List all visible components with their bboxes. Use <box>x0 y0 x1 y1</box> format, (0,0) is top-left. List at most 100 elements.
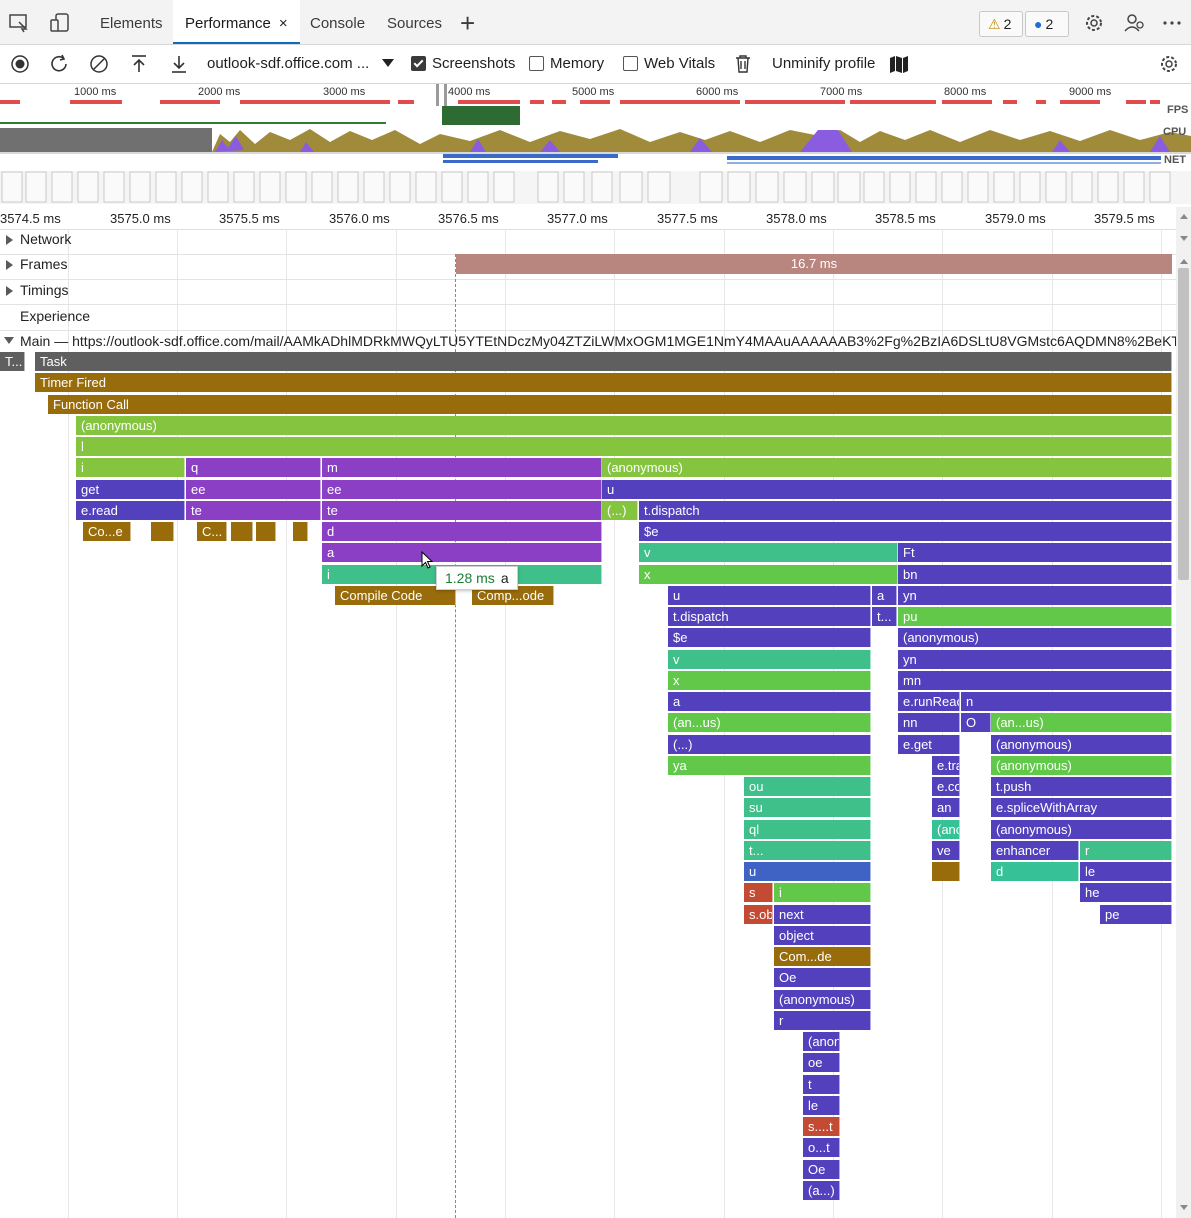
profile-select[interactable]: outlook-sdf.office.com ... <box>207 55 370 72</box>
flame-entry[interactable]: s <box>744 883 773 902</box>
flame-entry[interactable]: t.dispatch <box>668 607 871 626</box>
screenshots-checkbox[interactable] <box>411 56 426 71</box>
messages-badge[interactable]: ● 2 <box>1025 11 1069 37</box>
flame-entry[interactable]: e.trackAndCompute <box>932 756 960 775</box>
collapse-triangle-icon[interactable] <box>4 337 14 344</box>
scroll-down-icon[interactable] <box>1180 236 1188 241</box>
flame-entry[interactable] <box>256 522 276 541</box>
flame-entry[interactable]: pu <box>898 607 1172 626</box>
close-tab-icon[interactable]: × <box>278 15 288 32</box>
flame-entry[interactable]: (anonymous) <box>932 820 960 839</box>
flame-entry[interactable]: Timer Fired <box>35 373 1172 392</box>
timeline-overview[interactable]: 1000 ms 2000 ms 3000 ms 4000 ms 5000 ms … <box>0 84 1191 206</box>
tab-console[interactable]: Console <box>310 0 365 44</box>
expand-triangle-icon[interactable] <box>6 286 13 296</box>
flame-entry[interactable]: nn <box>898 713 960 732</box>
flame-entry[interactable]: enhancer <box>991 841 1079 860</box>
flame-entry[interactable]: e.spliceWithArray <box>991 798 1172 817</box>
flame-entry[interactable]: e.computeValue <box>932 777 960 796</box>
flame-entry[interactable]: n <box>961 692 1172 711</box>
flame-entry[interactable]: t.push <box>991 777 1172 796</box>
expand-triangle-icon[interactable] <box>6 260 13 270</box>
flame-entry[interactable]: (anonymous) <box>898 628 1172 647</box>
web-vitals-checkbox[interactable] <box>623 56 638 71</box>
frames-track[interactable]: Frames 16.7 ms <box>0 254 1176 280</box>
flame-entry[interactable]: s....t <box>803 1117 840 1136</box>
flame-entry[interactable]: a <box>872 586 897 605</box>
download-profile-icon[interactable] <box>168 53 190 75</box>
flame-entry[interactable]: ou <box>744 777 871 796</box>
flame-entry[interactable]: x <box>668 671 871 690</box>
flame-entry[interactable]: yn <box>898 650 1172 669</box>
flame-entry[interactable]: e.get <box>898 735 960 754</box>
memory-checkbox[interactable] <box>529 56 544 71</box>
flame-entry[interactable]: (anonymous) <box>76 416 1172 435</box>
flame-entry[interactable]: $e <box>639 522 1172 541</box>
flame-entry[interactable]: (anonymous) <box>991 756 1172 775</box>
flame-entry[interactable]: Co...e <box>83 522 131 541</box>
flame-entry[interactable]: bn <box>898 565 1172 584</box>
flame-entry[interactable]: d <box>322 522 602 541</box>
flame-entry[interactable]: l <box>76 437 1172 456</box>
customize-profile-icon[interactable] <box>1123 12 1145 34</box>
main-track-header[interactable]: Main — https://outlook-sdf.office.com/ma… <box>0 331 1176 351</box>
flame-entry[interactable]: i <box>774 883 871 902</box>
flame-entry[interactable]: (anonymous) <box>991 820 1172 839</box>
flame-entry[interactable]: mn <box>898 671 1172 690</box>
flame-entry[interactable] <box>231 522 253 541</box>
flame-entry[interactable]: get <box>76 480 185 499</box>
expand-triangle-icon[interactable] <box>6 235 13 245</box>
inspect-element-icon[interactable] <box>8 12 30 34</box>
flame-entry[interactable]: ve <box>932 841 960 860</box>
timings-track[interactable]: Timings <box>0 279 1176 305</box>
flame-entry[interactable]: r <box>774 1011 871 1030</box>
flame-entry[interactable]: ya <box>668 756 871 775</box>
flame-entry[interactable]: r <box>1080 841 1172 860</box>
flame-entry[interactable]: le <box>803 1096 840 1115</box>
flame-entry[interactable]: (anonymous) <box>602 458 1172 477</box>
flame-entry[interactable]: e.read <box>76 501 185 520</box>
tab-sources[interactable]: Sources <box>387 0 442 44</box>
flame-entry[interactable]: Function Call <box>48 395 1172 414</box>
flame-entry[interactable]: s.obse...object <box>744 905 773 924</box>
flame-entry[interactable]: an <box>932 798 960 817</box>
map-icon[interactable] <box>888 53 910 75</box>
flame-entry[interactable]: (an...us) <box>991 713 1172 732</box>
tab-performance[interactable]: Performance × <box>173 0 300 44</box>
flame-entry[interactable]: e.runReaction <box>898 692 960 711</box>
add-tab-icon[interactable]: + <box>460 8 476 38</box>
flame-entry[interactable]: a <box>668 692 871 711</box>
flame-entry[interactable]: Task <box>35 352 1172 371</box>
flame-entry[interactable]: v <box>639 543 898 562</box>
flame-entry[interactable]: oe <box>803 1053 840 1072</box>
clear-icon[interactable] <box>88 53 110 75</box>
flame-entry[interactable]: next <box>774 905 871 924</box>
flame-entry[interactable]: (anonymous) <box>803 1032 840 1051</box>
flame-entry[interactable]: t... <box>872 607 897 626</box>
experience-track[interactable]: Experience <box>0 305 1176 331</box>
flame-entry[interactable]: $e <box>668 628 871 647</box>
flame-entry[interactable]: i <box>76 458 185 477</box>
flame-entry[interactable]: u <box>668 586 871 605</box>
flame-entry[interactable]: o...t <box>803 1138 840 1157</box>
flame-entry[interactable]: object <box>774 926 871 945</box>
flame-entry[interactable]: Ft <box>898 543 1172 562</box>
capture-settings-gear-icon[interactable] <box>1158 53 1180 75</box>
flame-entry[interactable]: (...) <box>668 735 871 754</box>
flame-entry[interactable]: q <box>186 458 321 477</box>
flame-entry[interactable]: C... <box>197 522 227 541</box>
trash-icon[interactable] <box>732 53 754 75</box>
tab-elements[interactable]: Elements <box>100 0 163 44</box>
device-emulation-icon[interactable] <box>49 12 71 34</box>
flame-entry[interactable]: x <box>639 565 898 584</box>
flame-entry[interactable]: T... <box>0 352 25 371</box>
record-icon[interactable] <box>9 53 31 75</box>
scroll-up-icon[interactable] <box>1180 259 1188 264</box>
scrollbar-thumb[interactable] <box>1178 268 1189 580</box>
flame-entry[interactable]: Compile Code <box>335 586 456 605</box>
network-track[interactable]: Network <box>0 229 1176 255</box>
flame-entry[interactable]: (anonymous) <box>774 990 871 1009</box>
flame-entry[interactable]: t <box>803 1075 840 1094</box>
flame-entry[interactable]: (...) <box>602 501 638 520</box>
flame-entry[interactable]: t.dispatch <box>639 501 1172 520</box>
